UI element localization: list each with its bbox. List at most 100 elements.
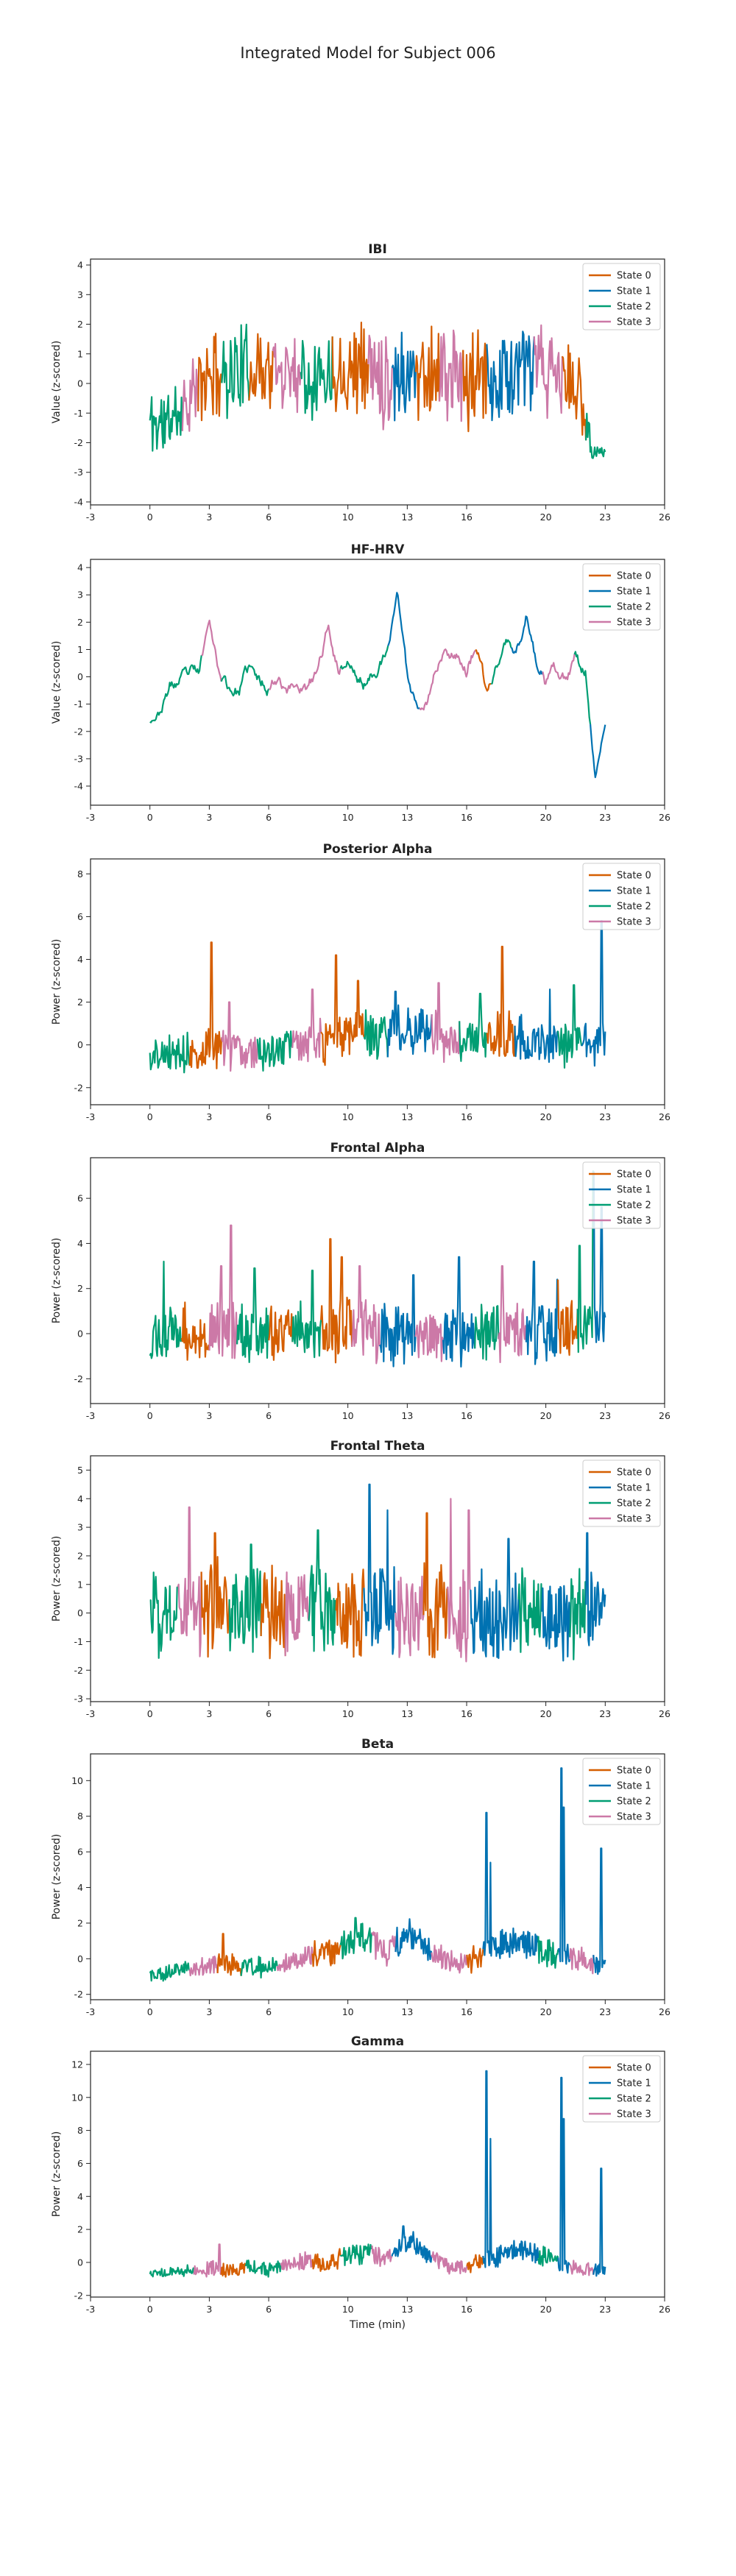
y-tick-label: 4 xyxy=(77,562,83,573)
x-tick-label: 0 xyxy=(147,812,153,823)
data-series xyxy=(149,920,606,1074)
series-line-state-3 xyxy=(193,2243,222,2278)
x-tick-label: 16 xyxy=(461,812,473,823)
series-line-state-2 xyxy=(517,1567,543,1653)
y-tick-label: 10 xyxy=(71,1775,83,1786)
x-tick-label: 13 xyxy=(401,1708,413,1719)
y-tick-label: 0 xyxy=(77,1328,83,1340)
legend-label: State 1 xyxy=(617,2078,651,2090)
legend-box xyxy=(582,863,661,930)
legend-label: State 2 xyxy=(617,1498,651,1510)
series-line-state-0 xyxy=(414,325,441,421)
series-line-state-1 xyxy=(442,1256,476,1368)
x-tick-label: 20 xyxy=(540,512,552,523)
x-tick-label: 13 xyxy=(401,2304,413,2315)
series-line-state-2 xyxy=(149,2264,195,2278)
series-line-state-0 xyxy=(466,2254,484,2274)
series-line-state-3 xyxy=(533,324,563,420)
series-line-state-3 xyxy=(367,334,393,431)
y-tick-label: -2 xyxy=(74,1082,83,1093)
y-tick-label: 8 xyxy=(77,1811,83,1822)
legend-label: State 0 xyxy=(617,1468,651,1479)
series-line-state-1 xyxy=(363,1483,397,1655)
y-tick-label: 10 xyxy=(71,2092,83,2103)
series-line-state-2 xyxy=(221,323,250,420)
x-tick-label: 10 xyxy=(342,2304,354,2315)
panel-title: IBI xyxy=(368,242,387,257)
y-tick-label: 2 xyxy=(77,319,83,330)
y-tick-label: -3 xyxy=(74,1694,83,1705)
plot-frame xyxy=(90,1157,665,1404)
x-tick-label: 3 xyxy=(206,812,212,823)
series-line-state-0 xyxy=(422,1512,448,1659)
y-tick-label: 3 xyxy=(77,590,83,601)
series-line-state-0 xyxy=(220,2262,247,2278)
legend-label: State 0 xyxy=(617,571,651,582)
series-line-state-0 xyxy=(188,941,223,1069)
series-line-state-1 xyxy=(581,920,606,1067)
series-line-state-1 xyxy=(386,991,433,1058)
legend-label: State 2 xyxy=(617,602,651,613)
series-line-state-2 xyxy=(240,1956,278,1979)
y-tick-label: 4 xyxy=(77,954,83,965)
y-tick-label: 6 xyxy=(77,911,83,922)
y-tick-label: -3 xyxy=(74,753,83,764)
series-line-state-1 xyxy=(486,330,535,422)
y-tick-label: -4 xyxy=(74,781,84,792)
y-tick-label: -2 xyxy=(74,2290,83,2301)
y-tick-label: -2 xyxy=(74,437,83,448)
y-tick-label: -3 xyxy=(74,467,83,478)
legend-label: State 3 xyxy=(617,1216,651,1227)
legend-label: State 0 xyxy=(617,1170,651,1181)
legend-label: State 0 xyxy=(617,271,651,282)
series-line-state-0 xyxy=(216,1933,242,1976)
y-tick-label: 4 xyxy=(77,2191,83,2202)
series-line-state-2 xyxy=(576,1170,594,1354)
plot-frame xyxy=(90,858,665,1105)
series-line-state-1 xyxy=(592,1847,606,1975)
series-line-state-2 xyxy=(291,1270,322,1359)
x-tick-label: 3 xyxy=(206,1410,212,1421)
series-line-state-2 xyxy=(363,1009,389,1060)
legend-label: State 2 xyxy=(617,1200,651,1211)
series-line-state-1 xyxy=(482,2070,539,2268)
x-tick-label: 16 xyxy=(461,512,473,523)
y-tick-label: 0 xyxy=(77,378,83,389)
x-tick-label: -3 xyxy=(86,1708,95,1719)
x-tick-label: 23 xyxy=(599,1111,611,1122)
y-tick-label: 6 xyxy=(77,1847,83,1858)
plot-frame xyxy=(90,1455,665,1702)
legend-label: State 1 xyxy=(617,1781,651,1792)
series-line-state-2 xyxy=(459,992,488,1062)
y-tick-label: -2 xyxy=(74,1665,83,1676)
y-tick-label: 0 xyxy=(77,2257,83,2268)
x-tick-label: 20 xyxy=(540,2304,552,2315)
series-line-state-3 xyxy=(177,1506,202,1657)
x-tick-label: 23 xyxy=(599,2304,611,2315)
series-line-state-0 xyxy=(561,344,587,441)
series-line-state-0 xyxy=(311,2248,342,2272)
panel-gamma: Gamma Power (z-scored) Time (min) -3 0 3 6 10 13… xyxy=(51,2034,670,2331)
x-tick-label: 20 xyxy=(540,812,552,823)
y-tick-label: 6 xyxy=(77,2158,83,2169)
x-tick-label: 16 xyxy=(461,2304,473,2315)
series-line-state-3 xyxy=(371,2245,393,2268)
x-tick-label: 20 xyxy=(540,1410,552,1421)
data-series xyxy=(149,322,606,459)
series-line-state-0 xyxy=(335,1568,365,1658)
x-tick-label: 6 xyxy=(266,1708,272,1719)
series-line-state-2 xyxy=(149,655,202,723)
y-tick-label: 1 xyxy=(77,1579,83,1590)
legend-label: State 1 xyxy=(617,886,651,897)
series-line-state-3 xyxy=(201,619,222,682)
legend-box xyxy=(582,2055,661,2123)
x-tick-label: 23 xyxy=(599,1708,611,1719)
x-tick-label: 23 xyxy=(599,1410,611,1421)
x-tick-label: 6 xyxy=(266,812,272,823)
panel-title: Frontal Theta xyxy=(330,1439,425,1454)
series-line-state-0 xyxy=(466,1945,484,1974)
series-line-state-3 xyxy=(446,1498,472,1663)
x-tick-label: 16 xyxy=(461,1111,473,1122)
